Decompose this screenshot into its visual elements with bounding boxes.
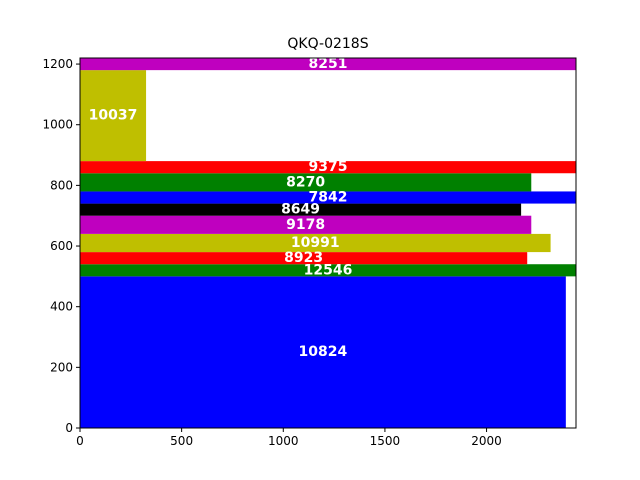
y-tick-label: 600: [50, 239, 73, 253]
bar-7842: [80, 191, 576, 204]
bar-label-10824: 10824: [299, 344, 348, 360]
bar-10824: [80, 276, 566, 428]
bar-label-8251: 8251: [309, 56, 348, 72]
bar-8270: [80, 173, 532, 192]
bar-label-7842: 7842: [309, 190, 348, 206]
x-axis: 0 500 1000 1500 2000: [76, 428, 502, 448]
x-tick-label: 500: [170, 434, 193, 448]
bar-8251: [80, 58, 576, 71]
bar-label-9178: 9178: [286, 217, 325, 233]
y-tick-label: 400: [50, 300, 73, 314]
chart-title: QKQ-0218S: [287, 36, 368, 52]
bar-label-10991: 10991: [291, 235, 340, 251]
bar-label-10037: 10037: [89, 108, 138, 124]
y-tick-label: 0: [65, 421, 73, 435]
y-tick-label: 1000: [42, 118, 73, 132]
bar-label-8270: 8270: [286, 174, 325, 190]
y-tick-label: 200: [50, 360, 73, 374]
bar-9375: [80, 161, 576, 174]
x-tick-label: 2000: [471, 434, 502, 448]
bar-10991: [80, 233, 551, 253]
bar-9178: [80, 215, 532, 234]
x-tick-label: 0: [76, 434, 84, 448]
bar-8649: [80, 203, 522, 216]
x-tick-label: 1000: [268, 434, 299, 448]
y-tick-label: 800: [50, 178, 73, 192]
y-tick-label: 1200: [42, 57, 73, 71]
x-tick-label: 1500: [370, 434, 401, 448]
bar-label-12546: 12546: [304, 262, 353, 278]
bar-label-8649: 8649: [281, 202, 320, 218]
bar-8923: [80, 252, 528, 265]
bar-label-9375: 9375: [309, 159, 348, 175]
bar-10037: [80, 70, 147, 162]
bars-layer: [80, 58, 576, 428]
bar-label-8923: 8923: [284, 250, 323, 266]
axes-frame: [79, 57, 577, 429]
bar-12546: [80, 264, 576, 277]
y-axis: 0 200 400 600 800 1000 1200: [42, 57, 80, 435]
